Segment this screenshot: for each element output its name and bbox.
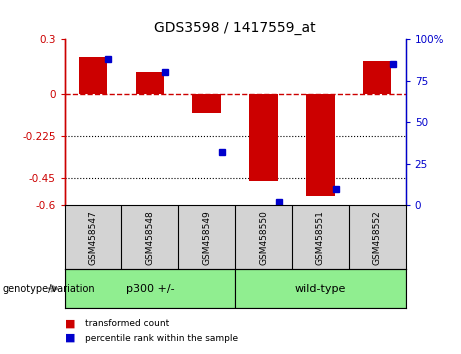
- Bar: [193, 95, 221, 113]
- Text: GSM458547: GSM458547: [89, 210, 97, 264]
- Text: GSM458551: GSM458551: [316, 210, 325, 265]
- Text: GSM458552: GSM458552: [373, 210, 382, 264]
- Bar: [249, 95, 278, 181]
- Text: wild-type: wild-type: [295, 284, 346, 293]
- Bar: [235, 269, 406, 308]
- Text: ■: ■: [65, 333, 75, 343]
- Text: ■: ■: [65, 319, 75, 329]
- Bar: [65, 269, 235, 308]
- Bar: [306, 95, 335, 196]
- Text: transformed count: transformed count: [85, 319, 170, 329]
- Bar: [363, 61, 391, 95]
- Text: p300 +/-: p300 +/-: [125, 284, 174, 293]
- Text: genotype/variation: genotype/variation: [2, 284, 95, 293]
- Text: GSM458548: GSM458548: [145, 210, 154, 264]
- Title: GDS3598 / 1417559_at: GDS3598 / 1417559_at: [154, 21, 316, 35]
- Text: GSM458550: GSM458550: [259, 210, 268, 265]
- Bar: [136, 72, 164, 95]
- Text: percentile rank within the sample: percentile rank within the sample: [85, 333, 238, 343]
- Bar: [79, 57, 107, 95]
- Text: GSM458549: GSM458549: [202, 210, 211, 264]
